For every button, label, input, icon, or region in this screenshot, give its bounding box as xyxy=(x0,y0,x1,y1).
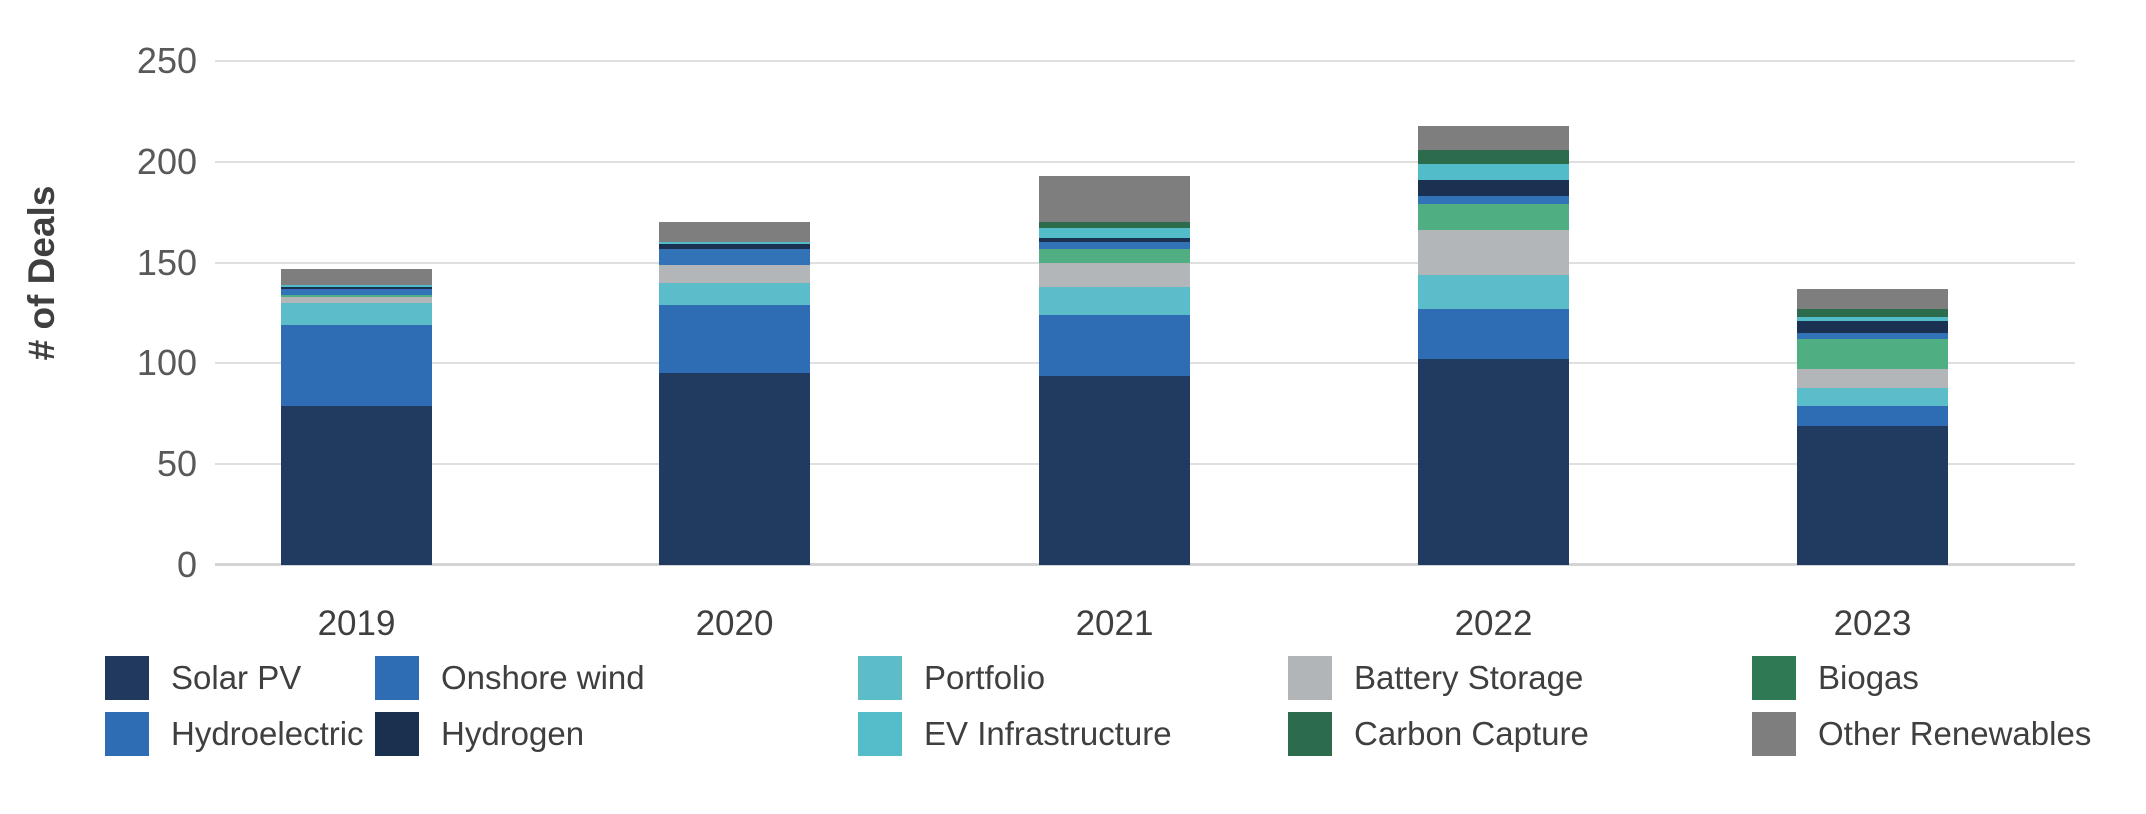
bar-segment-hydrogen xyxy=(1418,179,1569,197)
bar-segment-other-renewables xyxy=(1418,125,1569,150)
legend-item-solar-pv: Solar PV xyxy=(105,656,301,700)
bar-2021 xyxy=(1039,175,1190,565)
x-axis-label-2019: 2019 xyxy=(317,604,396,643)
bar-segment-portfolio xyxy=(1039,286,1190,316)
bar-segment-biogas xyxy=(281,294,432,297)
bar-segment-hydroelectric xyxy=(659,248,810,265)
y-tick-label-150: 150 xyxy=(136,241,197,283)
legend-swatch-battery-storage xyxy=(1288,656,1332,700)
x-axis-label-2023: 2023 xyxy=(1833,604,1912,643)
bar-segment-solar-pv xyxy=(1039,375,1190,565)
bar-segment-battery-storage xyxy=(1418,230,1569,275)
x-axis-label-2020: 2020 xyxy=(695,604,774,643)
bar-segment-solar-pv xyxy=(659,373,810,565)
legend-label-battery-storage: Battery Storage xyxy=(1354,659,1584,696)
bar-segment-ev-infrastructure xyxy=(659,242,810,245)
bar-segment-hydroelectric xyxy=(1039,242,1190,249)
gridline-250 xyxy=(215,60,2075,62)
x-axis-label-2022: 2022 xyxy=(1454,604,1533,643)
bar-segment-battery-storage xyxy=(659,264,810,283)
bar-segment-battery-storage xyxy=(1039,262,1190,287)
legend-label-hydrogen: Hydrogen xyxy=(441,715,585,752)
bar-segment-ev-infrastructure xyxy=(281,284,432,287)
bar-2022 xyxy=(1418,125,1569,565)
bar-segment-hydrogen xyxy=(659,244,810,249)
bar-segment-solar-pv xyxy=(1797,425,1948,565)
legend-label-portfolio: Portfolio xyxy=(924,659,1046,696)
y-tick-label-200: 200 xyxy=(136,140,197,182)
gridline-200 xyxy=(215,160,2075,163)
plot-area xyxy=(215,60,2075,566)
y-tick-label-100: 100 xyxy=(136,342,197,384)
bar-segment-carbon-capture xyxy=(1797,309,1948,318)
legend-label-carbon-capture: Carbon Capture xyxy=(1354,715,1589,752)
legend-swatch-biogas xyxy=(1752,656,1796,700)
y-tick-label-50: 50 xyxy=(156,443,197,485)
bar-segment-carbon-capture xyxy=(1039,222,1190,229)
bar-segment-biogas xyxy=(1039,248,1190,263)
bar-segment-other-renewables xyxy=(1039,175,1190,223)
bar-segment-portfolio xyxy=(659,282,810,305)
legend-swatch-carbon-capture xyxy=(1288,712,1332,756)
legend-item-battery-storage: Battery Storage xyxy=(1288,656,1583,700)
bar-segment-onshore-wind xyxy=(1418,308,1569,360)
legend-item-hydrogen: Hydrogen xyxy=(375,712,584,756)
bar-segment-biogas xyxy=(1797,339,1948,370)
legend-item-hydroelectric: Hydroelectric xyxy=(105,712,364,756)
bar-segment-other-renewables xyxy=(281,268,432,285)
bar-2019 xyxy=(281,268,432,565)
legend-swatch-ev-infrastructure xyxy=(858,712,902,756)
legend-item-other-renewables: Other Renewables xyxy=(1752,712,2091,756)
bar-segment-ev-infrastructure xyxy=(1797,317,1948,322)
legend-item-portfolio: Portfolio xyxy=(858,656,1045,700)
bar-segment-hydroelectric xyxy=(1797,333,1948,340)
bar-segment-onshore-wind xyxy=(281,325,432,406)
legend-swatch-onshore-wind xyxy=(375,656,419,700)
legend-label-ev-infrastructure: EV Infrastructure xyxy=(924,715,1172,752)
bar-segment-ev-infrastructure xyxy=(1039,228,1190,239)
y-tick-label-0: 0 xyxy=(176,544,197,585)
bar-segment-hydrogen xyxy=(1039,238,1190,243)
legend-swatch-hydroelectric xyxy=(105,712,149,756)
bar-segment-other-renewables xyxy=(1797,288,1948,309)
bar-segment-hydroelectric xyxy=(281,288,432,295)
bar-segment-solar-pv xyxy=(1418,359,1569,565)
legend-label-biogas: Biogas xyxy=(1818,659,1919,696)
legend-swatch-solar-pv xyxy=(105,656,149,700)
bar-2020 xyxy=(659,222,810,565)
legend-item-carbon-capture: Carbon Capture xyxy=(1288,712,1589,756)
legend-label-solar-pv: Solar PV xyxy=(171,659,302,696)
legend-item-ev-infrastructure: EV Infrastructure xyxy=(858,712,1172,756)
bar-segment-solar-pv xyxy=(281,405,432,565)
legend-swatch-portfolio xyxy=(858,656,902,700)
bar-segment-ev-infrastructure xyxy=(1418,163,1569,180)
legend-label-other-renewables: Other Renewables xyxy=(1818,715,2092,752)
bar-segment-portfolio xyxy=(1418,274,1569,309)
bar-2023 xyxy=(1797,288,1948,565)
bar-segment-carbon-capture xyxy=(1418,149,1569,164)
y-tick-label-250: 250 xyxy=(136,40,197,81)
bar-segment-onshore-wind xyxy=(1797,405,1948,426)
x-axis-label-2021: 2021 xyxy=(1075,604,1154,643)
bar-segment-onshore-wind xyxy=(1039,315,1190,376)
legend-item-onshore-wind: Onshore wind xyxy=(375,656,645,700)
bar-segment-other-renewables xyxy=(659,222,810,243)
legend-swatch-hydrogen xyxy=(375,712,419,756)
bar-segment-hydrogen xyxy=(281,286,432,289)
legend-label-hydroelectric: Hydroelectric xyxy=(171,715,364,752)
legend-item-biogas: Biogas xyxy=(1752,656,1919,700)
bar-segment-portfolio xyxy=(1797,387,1948,406)
legend-swatch-other-renewables xyxy=(1752,712,1796,756)
bar-segment-hydroelectric xyxy=(1418,196,1569,205)
bar-segment-hydrogen xyxy=(1797,321,1948,334)
bar-segment-biogas xyxy=(1418,204,1569,231)
bar-segment-onshore-wind xyxy=(659,304,810,374)
bar-segment-portfolio xyxy=(281,302,432,326)
legend-label-onshore-wind: Onshore wind xyxy=(441,659,645,696)
bar-segment-battery-storage xyxy=(1797,369,1948,388)
bar-segment-battery-storage xyxy=(281,296,432,303)
